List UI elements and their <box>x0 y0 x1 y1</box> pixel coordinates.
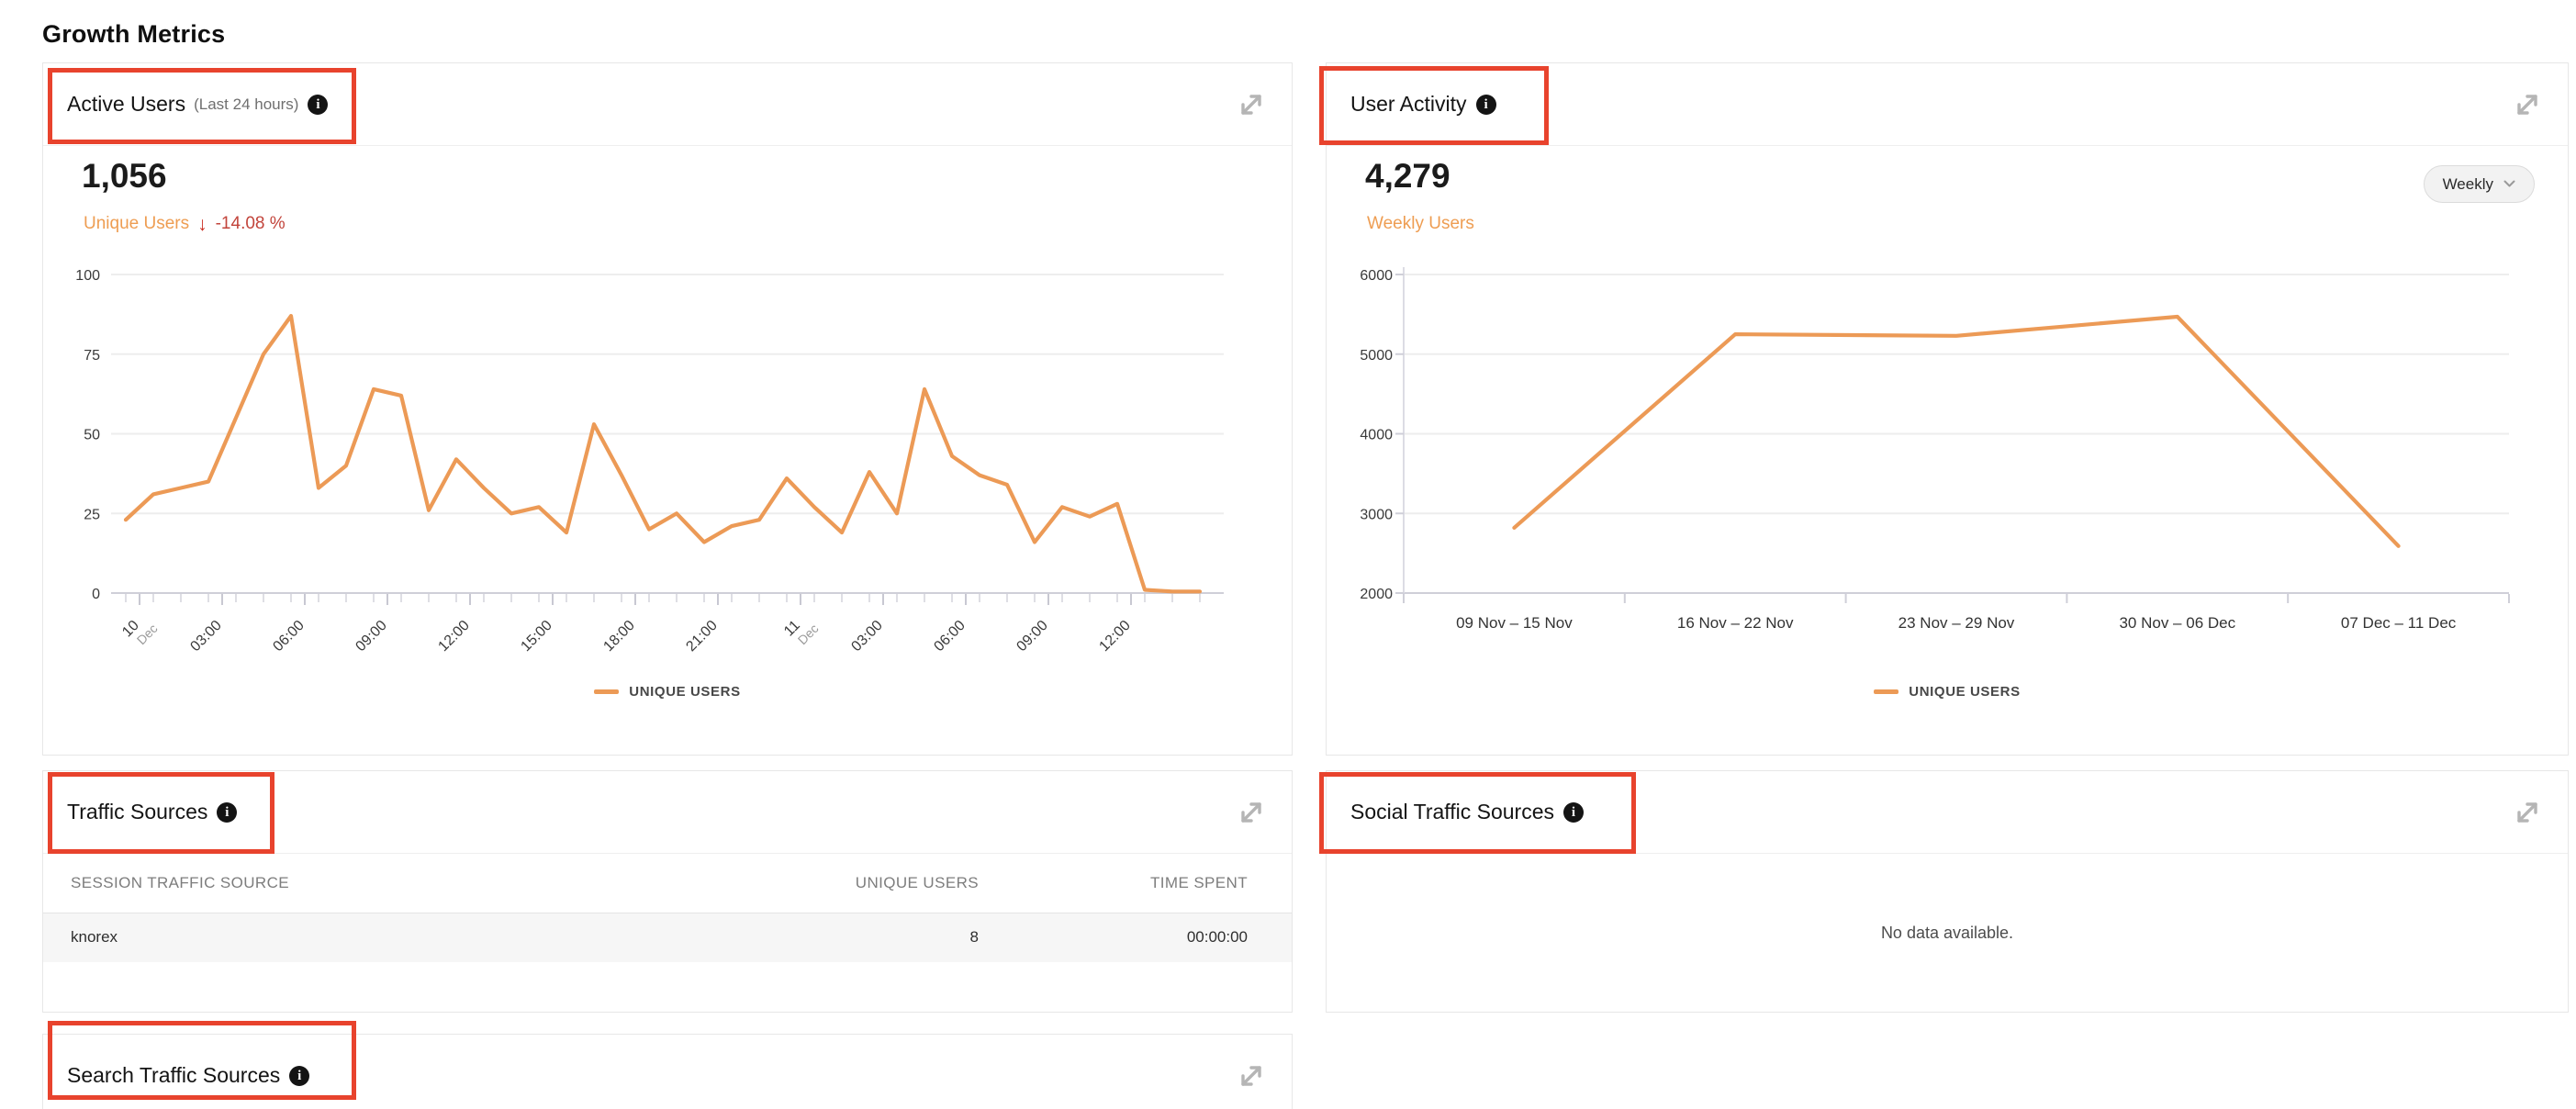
panel-subtitle-active-users: (Last 24 hours) <box>194 95 299 113</box>
legend-label: UNIQUE USERS <box>629 684 741 700</box>
expand-icon[interactable] <box>1235 1059 1268 1092</box>
table-cell: knorex <box>43 913 730 962</box>
delta-value: -14.08 % <box>215 214 286 233</box>
metric-label: Unique Users <box>84 214 190 233</box>
traffic-sources-table: SESSION TRAFFIC SOURCE UNIQUE USERS TIME S… <box>43 854 1292 962</box>
svg-text:23 Nov – 29 Nov: 23 Nov – 29 Nov <box>1898 614 2015 632</box>
table-header-cell: SESSION TRAFFIC SOURCE <box>43 854 730 913</box>
active-users-metric-value: 1,056 <box>82 157 167 195</box>
svg-text:16 Nov – 22 Nov: 16 Nov – 22 Nov <box>1677 614 1794 632</box>
active-users-metric-row: Unique Users ↓ -14.08 % <box>84 214 286 234</box>
period-dropdown[interactable]: Weekly <box>2423 165 2535 203</box>
panel-user-activity: User Activity i 4,279 Weekly Users Weekl… <box>1326 62 2569 756</box>
delta-down-arrow-icon: ↓ <box>197 213 207 235</box>
panel-title-active-users: Active Users <box>67 92 186 116</box>
panel-header-user-activity: User Activity i <box>1327 63 2568 146</box>
svg-text:12:00: 12:00 <box>1096 618 1133 655</box>
panel-social-traffic-sources: Social Traffic Sources i No data availab… <box>1326 770 2569 1013</box>
active-users-line-chart: 0 25 50 75 100 10 Dec 03:00 06:00 09:00 12:00 15:00… <box>43 261 1292 674</box>
svg-text:5000: 5000 <box>1360 348 1393 364</box>
table-cell: 00:00:00 <box>980 913 1292 962</box>
user-activity-metric-value: 4,279 <box>1365 157 1450 195</box>
svg-text:25: 25 <box>84 507 100 522</box>
svg-text:03:00: 03:00 <box>848 618 885 655</box>
user-activity-line-chart: 2000 3000 4000 5000 6000 09 Nov – 15 Nov 16 No… <box>1327 261 2568 674</box>
table-header-cell: TIME SPENT <box>980 854 1292 913</box>
legend-line-swatch <box>1874 689 1899 694</box>
expand-icon[interactable] <box>2511 88 2544 121</box>
panel-traffic-sources: Traffic Sources i SESSION TRAFFIC SOURCE… <box>42 770 1293 1013</box>
legend-line-swatch <box>594 689 620 694</box>
panel-header-search-traffic-sources: Search Traffic Sources i <box>43 1035 1292 1109</box>
expand-icon[interactable] <box>1235 88 1268 121</box>
table-row: knorex 8 00:00:00 <box>43 913 1292 962</box>
table-header-cell: UNIQUE USERS <box>730 854 980 913</box>
svg-text:07 Dec – 11 Dec: 07 Dec – 11 Dec <box>2341 614 2457 632</box>
user-activity-metric-row: Weekly Users <box>1367 214 1474 234</box>
svg-text:06:00: 06:00 <box>270 618 307 655</box>
panel-title-traffic-sources: Traffic Sources <box>67 800 208 823</box>
page-title: Growth Metrics <box>42 20 226 48</box>
svg-text:30 Nov – 06 Dec: 30 Nov – 06 Dec <box>2119 614 2235 632</box>
svg-text:21:00: 21:00 <box>683 618 720 655</box>
table-header-row: SESSION TRAFFIC SOURCE UNIQUE USERS TIME S… <box>43 854 1292 913</box>
svg-text:2000: 2000 <box>1360 587 1393 602</box>
info-icon[interactable]: i <box>217 801 238 823</box>
empty-state-message: No data available. <box>1880 923 2014 942</box>
panel-search-traffic-sources: Search Traffic Sources i <box>42 1034 1293 1109</box>
svg-text:6000: 6000 <box>1360 268 1393 284</box>
panel-active-users: Active Users (Last 24 hours) i 1,056 Uni… <box>42 62 1293 756</box>
svg-text:03:00: 03:00 <box>187 618 224 655</box>
chart-legend: UNIQUE USERS <box>1327 684 2568 700</box>
panel-header-social-traffic-sources: Social Traffic Sources i <box>1327 771 2568 854</box>
expand-arrows-icon <box>1241 94 1261 115</box>
info-icon[interactable]: i <box>289 1065 310 1086</box>
legend-label: UNIQUE USERS <box>1909 684 2021 700</box>
expand-arrows-icon <box>1241 801 1261 823</box>
svg-text:50: 50 <box>84 428 100 443</box>
metric-label: Weekly Users <box>1367 214 1474 233</box>
expand-arrows-icon <box>1241 1065 1261 1086</box>
expand-arrows-icon <box>2517 801 2537 823</box>
svg-text:3000: 3000 <box>1360 507 1393 522</box>
svg-text:06:00: 06:00 <box>931 618 968 655</box>
svg-text:4000: 4000 <box>1360 428 1393 443</box>
svg-text:18:00: 18:00 <box>600 618 637 655</box>
svg-text:0: 0 <box>92 587 100 602</box>
svg-text:09:00: 09:00 <box>1014 618 1050 655</box>
svg-text:100: 100 <box>75 268 100 284</box>
panel-title-search-traffic-sources: Search Traffic Sources <box>67 1063 281 1087</box>
expand-arrows-icon <box>2517 94 2537 115</box>
svg-text:75: 75 <box>84 348 100 364</box>
panel-header-active-users: Active Users (Last 24 hours) i <box>43 63 1292 146</box>
chart-legend: UNIQUE USERS <box>43 684 1292 700</box>
table-cell: 8 <box>730 913 980 962</box>
chevron-down-icon <box>2503 180 2515 187</box>
info-icon[interactable]: i <box>1563 801 1585 823</box>
svg-text:09 Nov – 15 Nov: 09 Nov – 15 Nov <box>1456 614 1573 632</box>
period-dropdown-value: Weekly <box>2442 174 2493 193</box>
svg-text:09:00: 09:00 <box>353 618 389 655</box>
panel-title-user-activity: User Activity <box>1350 92 1467 116</box>
expand-icon[interactable] <box>2511 796 2544 829</box>
panel-header-traffic-sources: Traffic Sources i <box>43 771 1292 854</box>
info-icon[interactable]: i <box>308 94 329 115</box>
svg-text:15:00: 15:00 <box>518 618 554 655</box>
svg-text:12:00: 12:00 <box>435 618 472 655</box>
info-icon[interactable]: i <box>1475 94 1496 115</box>
panel-title-social-traffic-sources: Social Traffic Sources <box>1350 800 1555 823</box>
expand-icon[interactable] <box>1235 796 1268 829</box>
